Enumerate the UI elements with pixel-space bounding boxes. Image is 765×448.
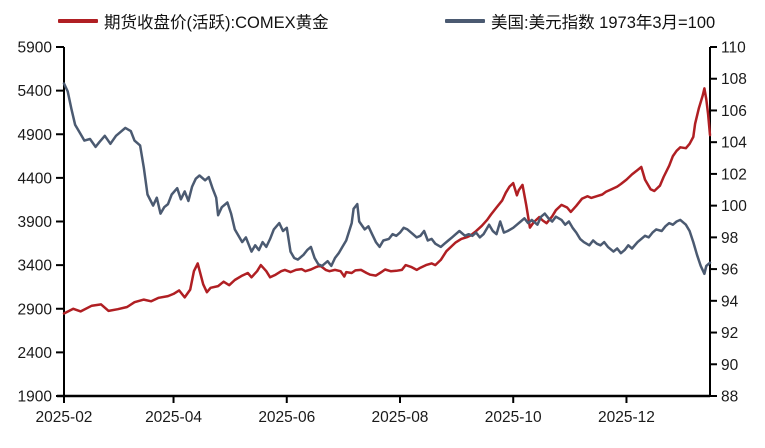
legend-label-dxy: 美国:美元指数 1973年3月=100 <box>491 14 716 32</box>
right-tick-label: 104 <box>721 135 747 152</box>
right-tick-label: 98 <box>721 230 738 247</box>
chart-legend: 期货收盘价(活跃):COMEX黄金 美国:美元指数 1973年3月=100 <box>0 8 765 34</box>
series-line-gold <box>62 87 712 315</box>
series-line-dxy <box>62 82 712 276</box>
right-tick-label: 106 <box>721 103 747 120</box>
legend-label-gold: 期货收盘价(活跃):COMEX黄金 <box>104 14 329 32</box>
left-tick-label: 4900 <box>18 127 53 144</box>
right-tick-label: 94 <box>721 293 739 310</box>
x-tick-label: 2025-12 <box>598 409 655 426</box>
left-tick-label: 1900 <box>18 389 53 406</box>
left-tick-label: 2900 <box>18 301 53 318</box>
right-tick-label: 102 <box>721 166 747 183</box>
x-tick-label: 2025-10 <box>485 409 542 426</box>
right-tick-label: 108 <box>721 71 747 88</box>
y-axis-right: 88 90 92 94 96 98 100 102 104 106 108 110 <box>710 40 747 406</box>
right-tick-label: 90 <box>721 357 739 374</box>
right-tick-label: 88 <box>721 389 738 406</box>
right-tick-label: 96 <box>721 262 738 279</box>
x-axis: 2025-02 2025-04 2025-06 2025-08 2025-10 2025-… <box>36 396 655 426</box>
x-tick-label: 2025-06 <box>258 409 315 426</box>
x-tick-label: 2025-08 <box>372 409 429 426</box>
y-axis-left: 1900 2400 2900 3400 3900 4400 4900 5400 5900 <box>18 40 64 406</box>
axes <box>57 47 711 398</box>
dxy-line-swatch <box>445 19 485 23</box>
x-tick-label: 2025-04 <box>145 409 202 426</box>
left-tick-label: 5400 <box>18 83 53 100</box>
left-tick-label: 5900 <box>18 40 53 57</box>
left-tick-label: 3900 <box>18 214 53 231</box>
right-tick-label: 110 <box>721 40 746 57</box>
right-tick-label: 100 <box>721 198 747 215</box>
x-tick-label: 2025-02 <box>36 409 93 426</box>
left-tick-label: 4400 <box>18 170 53 187</box>
right-tick-label: 92 <box>721 325 738 342</box>
left-tick-label: 2400 <box>18 345 53 362</box>
legend-item-gold: 期货收盘价(活跃):COMEX黄金 <box>58 8 329 34</box>
left-tick-label: 3400 <box>18 258 53 275</box>
legend-item-dxy: 美国:美元指数 1973年3月=100 <box>445 8 715 34</box>
gold-line-swatch <box>58 19 98 23</box>
